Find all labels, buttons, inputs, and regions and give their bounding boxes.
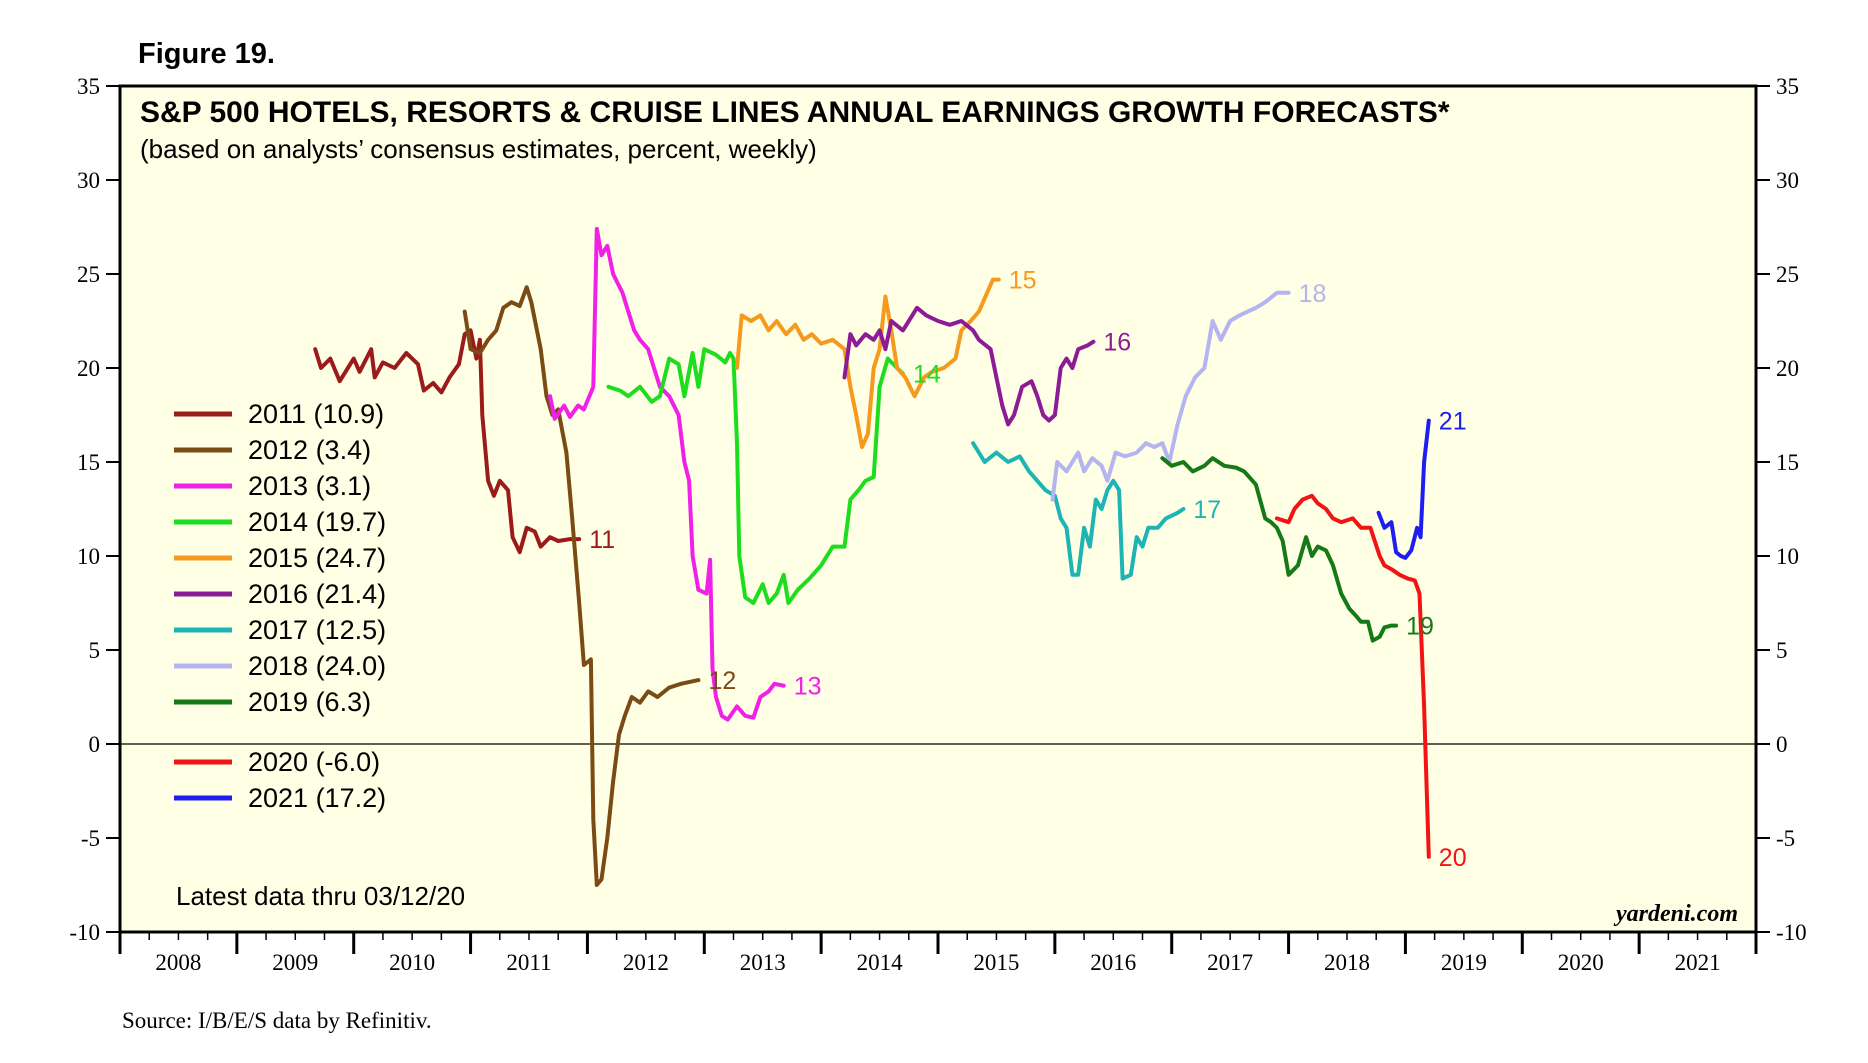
legend-label-16: 2016 (21.4): [248, 579, 386, 609]
y-tick-label-left: 0: [89, 732, 101, 757]
y-tick-label-right: 0: [1776, 732, 1788, 757]
series-line-21: [1376, 418, 1431, 560]
series-lines: [313, 226, 1431, 887]
y-tick-label-right: 25: [1776, 262, 1799, 287]
y-tick-label-right: 20: [1776, 356, 1799, 381]
series-end-label-20: 20: [1439, 844, 1467, 872]
series-end-label-16: 16: [1103, 329, 1131, 357]
watermark: yardeni.com: [1613, 901, 1738, 927]
series-line-18: [1050, 290, 1291, 502]
series-line-16: [842, 305, 1096, 427]
legend: 2011 (10.9) 2012 (3.4) 2013 (3.1) 2014 (19.…: [174, 399, 386, 813]
series-line-12: [462, 285, 701, 887]
x-tick-label: 2017: [1207, 950, 1253, 975]
series-line-17: [971, 441, 1186, 581]
series-line-11: [313, 328, 582, 555]
series-end-label-19: 19: [1406, 613, 1434, 641]
source-note: Source: I/B/E/S data by Refinitiv.: [122, 1008, 432, 1033]
y-tick-label-left: 5: [89, 638, 101, 663]
x-tick-label: 2015: [973, 950, 1019, 975]
x-tick-label: 2010: [389, 950, 435, 975]
plot-area: [118, 84, 1758, 934]
series-end-label-18: 18: [1299, 280, 1327, 308]
y-tick-label-left: -10: [69, 920, 100, 945]
legend-label-11: 2011 (10.9): [248, 399, 384, 429]
y-tick-label-left: 25: [77, 262, 100, 287]
legend-label-21: 2021 (17.2): [248, 783, 386, 813]
legend-label-17: 2017 (12.5): [248, 615, 386, 645]
series-line-15: [735, 277, 1001, 449]
legend-label-18: 2018 (24.0): [248, 651, 386, 681]
x-tick-label: 2013: [740, 950, 786, 975]
y-tick-label-left: 20: [77, 356, 100, 381]
latest-data-note: Latest data thru 03/12/20: [176, 881, 465, 911]
y-tick-label-left: 35: [77, 74, 100, 99]
y-tick-label-left: 15: [77, 450, 100, 475]
y-tick-label-right: 30: [1776, 168, 1799, 193]
series-line-14: [606, 347, 905, 605]
series-end-label-12: 12: [708, 667, 736, 695]
figure-label: Figure 19.: [138, 38, 275, 70]
legend-label-12: 2012 (3.4): [248, 435, 371, 465]
y-tick-label-right: 10: [1776, 544, 1799, 569]
y-tick-label-right: 5: [1776, 638, 1788, 663]
series-line-19: [1160, 456, 1399, 643]
legend-label-20: 2020 (-6.0): [248, 747, 380, 777]
y-tick-label-left: 30: [77, 168, 100, 193]
series-end-label-17: 17: [1193, 496, 1221, 524]
x-tick-label: 2011: [506, 950, 551, 975]
chart-subtitle: (based on analysts’ consensus estimates,…: [140, 134, 817, 164]
x-tick-label: 2012: [623, 950, 669, 975]
series-end-label-14: 14: [913, 361, 941, 389]
series-end-label-21: 21: [1439, 408, 1467, 436]
y-tick-label-right: -5: [1776, 826, 1795, 851]
series-end-labels: 11 12 13 14 15 16 17 18 19 20 21: [589, 267, 1466, 872]
y-tick-label-right: 35: [1776, 74, 1799, 99]
series-end-label-11: 11: [589, 526, 615, 554]
series-line-13: [548, 226, 786, 722]
series-line-20: [1274, 493, 1431, 859]
y-tick-label-right: 15: [1776, 450, 1799, 475]
x-tick-label: 2018: [1324, 950, 1370, 975]
legend-label-19: 2019 (6.3): [248, 687, 371, 717]
chart-title: S&P 500 HOTELS, RESORTS & CRUISE LINES A…: [140, 96, 1450, 129]
x-tick-label: 2016: [1090, 950, 1136, 975]
legend-label-15: 2015 (24.7): [248, 543, 386, 573]
series-end-label-15: 15: [1009, 267, 1037, 295]
y-tick-label-left: 10: [77, 544, 100, 569]
legend-label-13: 2013 (3.1): [248, 471, 371, 501]
series-end-label-13: 13: [794, 673, 822, 701]
x-tick-label: 2009: [272, 950, 318, 975]
x-tick-label: 2019: [1441, 950, 1487, 975]
x-tick-label: 2021: [1675, 950, 1721, 975]
y-tick-label-right: -10: [1776, 920, 1807, 945]
y-tick-label-left: -5: [81, 826, 100, 851]
x-tick-label: 2014: [857, 950, 904, 975]
x-tick-label: 2020: [1558, 950, 1604, 975]
x-tick-label: 2008: [155, 950, 201, 975]
legend-label-14: 2014 (19.7): [248, 507, 386, 537]
